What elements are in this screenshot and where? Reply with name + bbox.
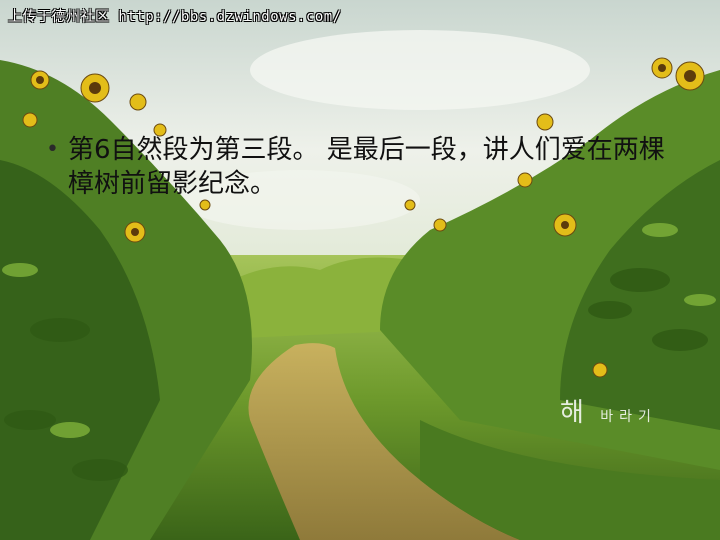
bullet-text: 第6自然段为第三段。 是最后一段，讲人们爱在两棵樟树前留影纪念。	[68, 135, 665, 199]
signature-small: 바라기	[600, 409, 657, 425]
source-watermark: 上传于德州社区 http://bbs.dzwindows.com/	[8, 9, 342, 25]
bullet-item: • 第6自然段为第三段。 是最后一段，讲人们爱在两棵樟树前留影纪念。	[46, 133, 696, 201]
bullet-dot-icon: •	[46, 137, 59, 162]
signature-logo: 해 바라기	[560, 392, 657, 429]
signature-big: 해	[560, 398, 588, 428]
